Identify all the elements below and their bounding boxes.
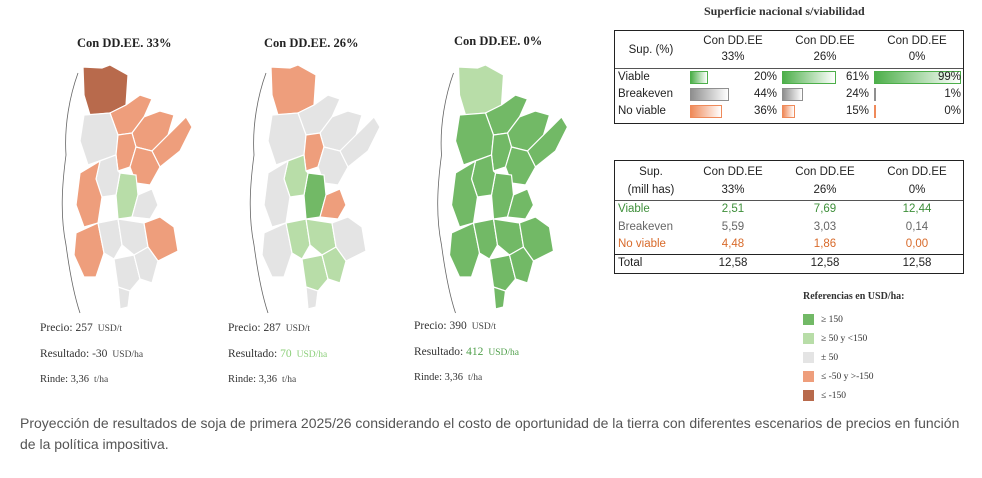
pct-databar [690, 105, 722, 118]
pct-cell: 24% [845, 88, 869, 100]
pct-row-label: Viable [618, 71, 650, 83]
mha-row-label: Breakeven [618, 220, 673, 233]
pct-databar [874, 71, 961, 84]
mha-table: Sup. (mill has) Con DD.EE 33% Con DD.EE 26%… [614, 160, 964, 274]
mha-cell: 2,51 [721, 203, 745, 215]
legend-item: ≥ 50 y <150 [803, 329, 874, 348]
mha-row: Viable 2,51 7,69 12,44 [615, 201, 963, 218]
pct-cell: 99% [937, 71, 961, 83]
precio-33: Precio: 257 USD/t [40, 322, 122, 334]
pct-cell: 0% [944, 105, 961, 117]
mha-row-label: No viable [618, 238, 666, 250]
mha-header-label: Sup. (mill has) [627, 166, 675, 196]
mha-col-26: Con DD.EE 26% [795, 166, 855, 196]
region-west-r [75, 159, 103, 228]
region-center-r2 [129, 146, 161, 186]
pct-table-title: Superficie nacional s/viabilidad [704, 4, 865, 18]
mha-cell: 3,03 [813, 220, 837, 233]
pct-col-33: Con DD.EE 33% [703, 35, 763, 63]
legend-label: ≤ -50 y >-150 [821, 371, 874, 382]
legend-label: ≤ -150 [821, 390, 847, 401]
legend-label: ± 50 [821, 352, 839, 363]
region-south-2 [133, 246, 159, 284]
mha-cell: 12,44 [902, 203, 932, 215]
mha-row: Breakeven 5,59 3,03 0,14 [615, 219, 963, 236]
pct-header-label: Sup. (%) [628, 44, 674, 56]
legend-title: Referencias en USD/ha: [803, 291, 905, 302]
mha-total-row: Total 12,58 12,58 12,58 [618, 257, 932, 269]
figure-caption: Proyección de resultados de soja de prim… [20, 415, 960, 452]
legend-label: ≥ 50 y <150 [821, 333, 868, 344]
resultado-26: Resultado: 70 USD/ha [228, 348, 328, 360]
rinde-0: Rinde: 3,36 t/ha [414, 372, 483, 383]
pct-col-0: Con DD.EE 0% [887, 35, 947, 63]
pct-row: Breakeven 44% 24% 1% [615, 86, 963, 103]
pct-row: Viable 20% 61% 99% [615, 69, 963, 86]
rinde-26: Rinde: 3,36 t/ha [228, 374, 297, 385]
precio-0: Precio: 390 USD/t [414, 320, 496, 332]
pct-row: No viable 36% 15% 0% [615, 103, 963, 120]
pct-cell: 44% [753, 88, 777, 100]
mha-row-label: Viable [618, 203, 650, 215]
pct-databar [690, 88, 729, 101]
pct-table: Sup. (%) Con DD.EE 33% Con DD.EE 26% Con D… [614, 30, 964, 124]
province-map-33 [61, 64, 193, 314]
region-south-1 [113, 254, 141, 292]
mha-cell: 4,48 [721, 238, 745, 250]
pct-databar [782, 88, 803, 101]
pct-cell: 36% [753, 105, 777, 117]
pct-databar [874, 105, 876, 118]
mha-col-0: Con DD.EE 0% [887, 166, 947, 196]
pct-col-26: Con DD.EE 26% [795, 35, 855, 63]
pct-databar [782, 105, 795, 118]
precio-26: Precio: 287 USD/t [228, 322, 310, 334]
mha-cell: 5,59 [721, 220, 745, 233]
pct-row-label: Breakeven [618, 88, 673, 100]
legend-item: ± 50 [803, 348, 874, 367]
pct-cell: 1% [944, 88, 961, 100]
resultado-33: Resultado: -30 USD/ha [40, 348, 144, 360]
map-title-26: Con DD.EE. 26% [264, 36, 359, 50]
mha-col-33: Con DD.EE 33% [703, 166, 763, 196]
legend-item: ≤ -50 y >-150 [803, 367, 874, 386]
legend-swatch [803, 390, 814, 401]
province-map-0 [437, 64, 569, 314]
province-map-26 [249, 64, 381, 314]
pct-cell: 15% [845, 105, 869, 117]
legend-swatch [803, 371, 814, 382]
map-title-0: Con DD.EE. 0% [454, 34, 543, 48]
legend: ≥ 150 ≥ 50 y <150 ± 50 ≤ -50 y >-150 ≤ -150 [803, 310, 874, 405]
legend-item: ≤ -150 [803, 386, 874, 405]
pct-databar [782, 71, 836, 84]
rinde-33: Rinde: 3,36 t/ha [40, 374, 109, 385]
pct-row-label: No viable [618, 105, 666, 117]
legend-swatch [803, 314, 814, 325]
map-title-33: Con DD.EE. 33% [77, 36, 172, 50]
legend-label: ≥ 150 [821, 314, 843, 325]
legend-swatch [803, 333, 814, 344]
mha-row: No viable 4,48 1,86 0,00 [615, 236, 963, 253]
region-south-c1 [97, 218, 123, 260]
mha-cell: 1,86 [813, 238, 837, 250]
legend-swatch [803, 352, 814, 363]
mha-cell: 0,14 [905, 220, 929, 233]
pct-cell: 20% [753, 71, 777, 83]
resultado-0: Resultado: 412 USD/ha [414, 346, 519, 358]
mha-cell: 0,00 [905, 238, 929, 250]
pct-databar [874, 88, 876, 101]
pct-databar [690, 71, 708, 84]
region-south-tip [117, 286, 131, 310]
mha-cell: 7,69 [813, 203, 837, 215]
region-east-grey [131, 188, 159, 220]
legend-item: ≥ 150 [803, 310, 874, 329]
pct-cell: 61% [845, 71, 869, 83]
